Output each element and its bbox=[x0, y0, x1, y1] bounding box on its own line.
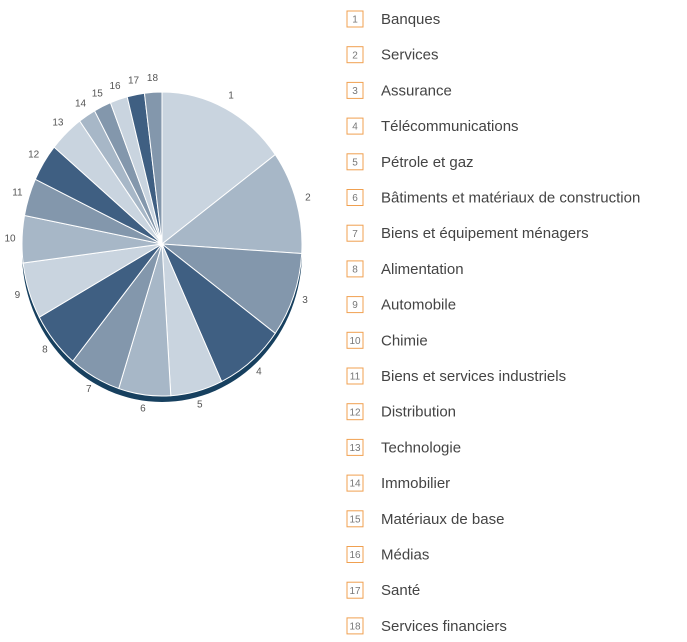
legend-key-box bbox=[346, 189, 364, 206]
legend-key-box bbox=[346, 46, 364, 64]
legend-key: 8 bbox=[352, 265, 358, 276]
legend-key-box bbox=[346, 153, 364, 171]
slice-label: 5 bbox=[197, 399, 203, 410]
legend-key-box bbox=[346, 546, 364, 563]
legend-key: 6 bbox=[352, 193, 358, 204]
legend-label: Médias bbox=[381, 546, 429, 563]
slice-label: 4 bbox=[256, 367, 262, 378]
legend: 1 Banques 2 Services 3 Assurance 4 Télécommunic… bbox=[346, 10, 640, 635]
legend-label: Immobilier bbox=[381, 475, 450, 492]
legend-key: 14 bbox=[349, 479, 361, 490]
slice-label: 8 bbox=[42, 344, 48, 355]
legend-label: Banques bbox=[381, 11, 440, 28]
legend-key-box bbox=[346, 81, 364, 99]
slice-label: 13 bbox=[52, 118, 64, 129]
legend-key-box bbox=[346, 403, 364, 421]
pie-slice bbox=[143, 91, 163, 245]
slice-label: 14 bbox=[75, 98, 87, 109]
legend-key: 16 bbox=[349, 550, 361, 561]
legend-key: 18 bbox=[349, 622, 361, 633]
legend-label: Matériaux de base bbox=[381, 511, 504, 528]
legend-label: Bâtiments et matériaux de construction bbox=[381, 189, 640, 206]
slice-label: 15 bbox=[92, 88, 104, 99]
legend-key-box bbox=[346, 10, 364, 28]
pie-slice bbox=[160, 243, 303, 335]
legend-key: 15 bbox=[349, 514, 361, 525]
legend-label: Chimie bbox=[381, 332, 428, 349]
legend-label: Santé bbox=[381, 582, 420, 599]
legend-label: Services bbox=[381, 47, 439, 64]
pie-slice bbox=[160, 153, 303, 255]
legend-label: Automobile bbox=[381, 297, 456, 314]
legend-label: Alimentation bbox=[381, 261, 464, 278]
legend-key: 3 bbox=[352, 86, 358, 97]
legend-key: 10 bbox=[349, 336, 361, 347]
legend-key: 1 bbox=[352, 15, 358, 26]
legend-key: 11 bbox=[350, 372, 361, 383]
slice-label: 2 bbox=[305, 192, 311, 203]
legend-key-box bbox=[346, 331, 364, 349]
slice-label: 1 bbox=[228, 91, 234, 102]
legend-label: Biens et services industriels bbox=[381, 368, 566, 385]
legend-key: 13 bbox=[349, 443, 361, 454]
legend-label: Technologie bbox=[381, 439, 461, 456]
slice-label: 17 bbox=[128, 76, 140, 87]
legend-key: 2 bbox=[352, 50, 358, 61]
legend-key: 5 bbox=[352, 157, 358, 168]
legend-key-box bbox=[346, 296, 364, 314]
legend-key-box bbox=[346, 117, 364, 135]
slice-label: 9 bbox=[15, 290, 21, 301]
legend-label: Pétrole et gaz bbox=[381, 154, 474, 171]
slice-label: 11 bbox=[12, 187, 23, 198]
slice-label: 6 bbox=[140, 403, 146, 414]
legend-key-box bbox=[346, 581, 364, 599]
legend-label: Assurance bbox=[381, 82, 452, 99]
legend-key: 4 bbox=[352, 122, 358, 133]
legend-key-box bbox=[346, 260, 364, 278]
pie-slice bbox=[161, 91, 276, 246]
legend-key: 7 bbox=[352, 229, 358, 240]
legend-key-box bbox=[346, 367, 364, 385]
slice-label: 3 bbox=[302, 295, 308, 306]
legend-label: Télécommunications bbox=[381, 118, 519, 135]
legend-label: Distribution bbox=[381, 404, 456, 421]
legend-key-box bbox=[346, 438, 364, 456]
slice-label: 10 bbox=[5, 233, 17, 244]
legend-key: 9 bbox=[352, 300, 358, 311]
legend-key-box bbox=[346, 224, 364, 242]
legend-key: 17 bbox=[349, 586, 361, 597]
slice-label: 12 bbox=[28, 150, 40, 161]
legend-label: Biens et équipement ménagers bbox=[381, 225, 589, 242]
slice-label: 7 bbox=[86, 384, 92, 395]
legend-key-box bbox=[346, 474, 364, 492]
legend-key: 12 bbox=[349, 407, 361, 418]
legend-key-box bbox=[346, 510, 364, 528]
slice-label: 16 bbox=[109, 81, 121, 92]
slice-label: 18 bbox=[147, 73, 159, 84]
legend-key-box bbox=[346, 617, 364, 635]
legend-label: Services financiers bbox=[381, 618, 507, 635]
